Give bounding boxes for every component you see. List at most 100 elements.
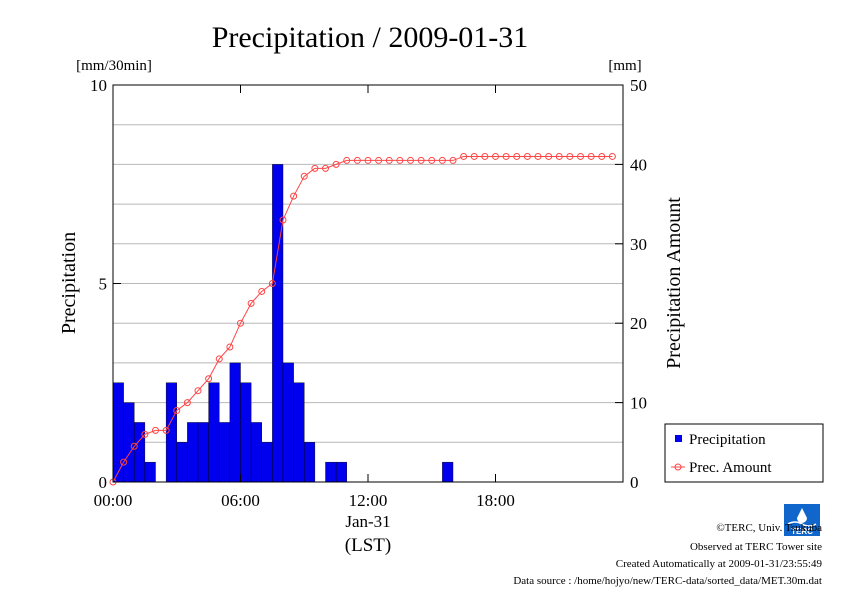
amount-point xyxy=(481,152,489,160)
amount-point xyxy=(364,156,372,164)
precipitation-bar xyxy=(282,362,294,483)
precipitation-bar xyxy=(304,442,316,483)
amount-point xyxy=(237,319,244,327)
amount-point xyxy=(555,152,563,160)
precipitation-bar xyxy=(335,461,347,483)
amount-point xyxy=(215,355,223,363)
amount-point xyxy=(141,430,149,438)
logo-drop-icon xyxy=(797,508,807,523)
amount-point xyxy=(290,192,298,200)
amount-point xyxy=(162,426,170,434)
precipitation-amount-line xyxy=(109,152,616,486)
amount-point xyxy=(587,152,595,160)
right-tick-label: 0 xyxy=(630,473,639,492)
legend-box xyxy=(664,423,824,483)
precipitation-bar xyxy=(272,164,284,483)
legend-amount-label: Prec. Amount xyxy=(689,460,772,476)
precipitation-bar xyxy=(293,382,305,483)
right-tick-label: 40 xyxy=(630,155,647,174)
amount-point xyxy=(385,156,393,164)
amount-point xyxy=(534,152,542,160)
x-tick-label: 06:00 xyxy=(221,491,260,510)
legend-bar-swatch xyxy=(675,435,682,442)
amount-point xyxy=(226,343,234,351)
footer-copyright: ©TERC, Univ. Tsukuba xyxy=(716,522,822,534)
amount-point xyxy=(343,156,351,164)
left-unit-label: [mm/30min] xyxy=(76,58,152,74)
legend-circle-marker xyxy=(674,463,682,471)
x-tick-label: 18:00 xyxy=(476,491,515,510)
amount-point xyxy=(417,156,425,164)
amount-point xyxy=(120,458,128,466)
precipitation-bar xyxy=(325,461,337,483)
left-tick-label: 0 xyxy=(99,473,108,492)
amount-point xyxy=(300,172,308,180)
legend-precipitation-label: Precipitation xyxy=(689,432,766,448)
amount-point xyxy=(152,426,159,434)
precipitation-bar xyxy=(144,461,156,483)
amount-point xyxy=(428,156,436,164)
right-axis-title: Precipitation Amount xyxy=(663,197,685,369)
precipitation-bars xyxy=(112,164,454,483)
amount-point xyxy=(523,152,531,160)
x-axis-date-label: Jan-31 xyxy=(345,512,390,531)
amount-point xyxy=(545,152,553,160)
amount-point xyxy=(598,152,606,160)
amount-point xyxy=(407,156,414,164)
grid-lines xyxy=(113,124,623,443)
amount-point xyxy=(322,164,329,172)
amount-point xyxy=(449,156,457,164)
amount-point xyxy=(608,152,616,160)
right-tick-label: 30 xyxy=(630,235,647,254)
footer-observed: Observed at TERC Tower site xyxy=(690,541,822,553)
amount-point xyxy=(173,407,181,415)
precipitation-bar xyxy=(208,382,220,483)
left-tick-label: 10 xyxy=(90,76,107,95)
precipitation-bar xyxy=(197,422,209,483)
precipitation-bar xyxy=(187,422,199,483)
precipitation-bar xyxy=(112,382,124,483)
amount-point xyxy=(332,160,340,168)
amount-point xyxy=(247,299,255,307)
amount-point xyxy=(460,152,468,160)
precipitation-bar xyxy=(442,461,454,483)
precipitation-bar xyxy=(176,442,188,483)
axis-ticks: 0 5 10 0 10 20 30 40 50 00:00 06:00 12:00 18:00 xyxy=(90,76,647,510)
amount-point xyxy=(492,152,499,160)
precipitation-bar xyxy=(219,422,231,483)
amount-point xyxy=(130,442,138,450)
amount-point xyxy=(279,216,287,224)
amount-point xyxy=(194,387,202,395)
precipitation-bar xyxy=(240,382,252,483)
amount-point xyxy=(258,287,266,295)
amount-point xyxy=(470,152,478,160)
right-tick-label: 20 xyxy=(630,314,647,333)
amount-point xyxy=(268,280,276,287)
amount-point xyxy=(513,152,521,160)
x-tick-label: 00:00 xyxy=(94,491,133,510)
amount-point xyxy=(183,399,191,407)
x-tick-label: 12:00 xyxy=(349,491,388,510)
precipitation-bar xyxy=(229,362,241,483)
x-axis-timezone-label: (LST) xyxy=(345,535,391,556)
logo-wave-icon xyxy=(787,521,817,527)
precipitation-bar xyxy=(250,422,262,483)
amount-point xyxy=(375,156,383,164)
amount-point xyxy=(396,156,404,164)
precipitation-bar xyxy=(261,442,273,483)
legend: Precipitation Prec. Amount xyxy=(664,423,824,483)
right-unit-label: [mm] xyxy=(608,58,641,74)
terc-logo: TERC xyxy=(784,504,820,536)
amount-point xyxy=(438,156,446,164)
amount-point xyxy=(353,156,361,164)
footer-created: Created Automatically at 2009-01-31/23:5… xyxy=(616,558,823,570)
amount-point xyxy=(566,152,574,160)
amount-point xyxy=(577,152,584,160)
precipitation-bar xyxy=(123,402,135,483)
amount-point xyxy=(502,152,510,160)
left-tick-label: 5 xyxy=(99,275,108,294)
amount-point xyxy=(311,164,319,172)
left-axis-title: Precipitation xyxy=(58,232,80,334)
chart-title: Precipitation / 2009-01-31 xyxy=(212,21,529,54)
